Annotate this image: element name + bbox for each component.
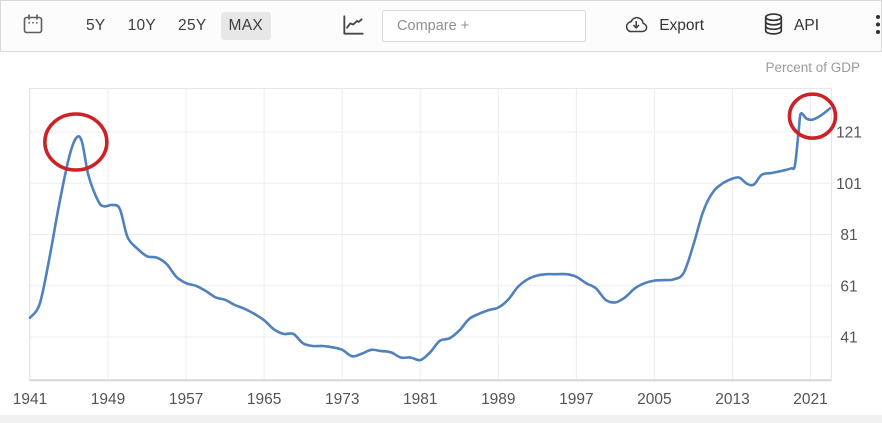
range-selector: 5Y 10Y 25Y MAX [75,12,274,40]
x-tick-label: 2005 [637,391,671,408]
api-label: API [794,17,819,34]
x-tick-label: 1965 [247,391,281,408]
y-axis-unit-label: Percent of GDP [765,60,860,75]
database-icon [762,12,785,40]
y-tick-label: 41 [840,330,857,347]
x-tick-label: 1949 [91,391,125,408]
annotation-1946-peak-circle [43,112,109,172]
calendar-icon [21,12,45,40]
calendar-button[interactable] [21,12,45,40]
export-label: Export [659,17,705,34]
range-button-max[interactable]: MAX [220,12,272,40]
api-button[interactable]: API [756,11,825,41]
range-button-25y[interactable]: 25Y [170,12,214,40]
kebab-menu-icon [875,13,881,40]
x-tick-label: 1973 [325,391,359,408]
chart-plot-area[interactable]: 1941 1949 1957 1965 1973 1981 1989 1997 2005 2013… [0,52,882,423]
plot-border [29,88,832,380]
chart-type-button[interactable] [340,12,366,41]
cloud-download-icon [622,13,650,39]
export-button[interactable]: Export [616,12,710,40]
x-tick-label: 1957 [169,391,203,408]
y-tick-label: 61 [840,278,857,295]
x-tick-label: 1981 [403,391,437,408]
y-tick-label: 121 [836,125,862,142]
y-tick-label: 81 [840,227,857,244]
x-tick-label: 1941 [13,391,47,408]
more-options-button[interactable] [875,13,881,40]
bottom-scroll-strip [0,415,882,423]
y-tick-label: 101 [836,176,862,193]
x-tick-label: 2021 [793,391,827,408]
x-tick-label: 1997 [559,391,593,408]
x-tick-label: 1989 [481,391,515,408]
chart-toolbar: 5Y 10Y 25Y MAX Export [0,0,882,52]
range-button-5y[interactable]: 5Y [78,12,114,40]
annotation-2020-peak-circle [787,92,838,140]
line-chart-icon [340,12,366,41]
debt-to-gdp-line-chart[interactable]: 1941 1949 1957 1965 1973 1981 1989 1997 2005 2013… [0,52,882,423]
compare-input[interactable] [382,10,587,42]
series-line [28,107,832,362]
x-tick-label: 2013 [715,391,749,408]
range-button-10y[interactable]: 10Y [120,12,164,40]
